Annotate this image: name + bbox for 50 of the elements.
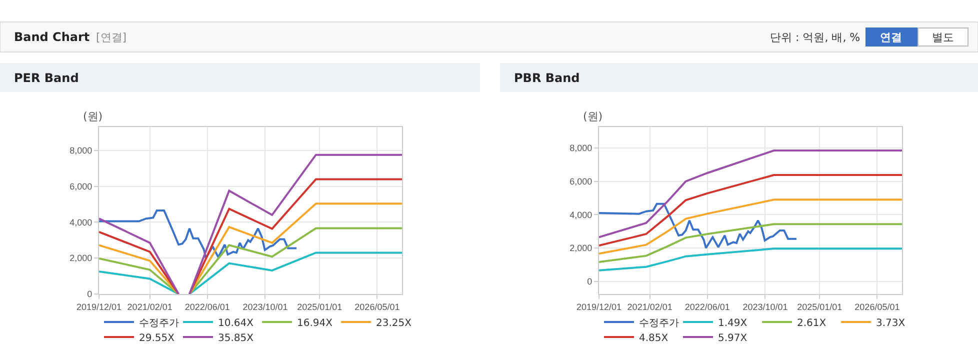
x-tick-label: 2025/01/01 — [297, 302, 342, 312]
legend-label: 수정주가 — [139, 318, 179, 329]
legend-label: 35.85X — [218, 332, 254, 344]
y-tick-label: 6,000 — [70, 181, 92, 192]
y-tick-label: 4,000 — [70, 217, 92, 228]
line-series — [599, 248, 902, 272]
legend-label: 4.85X — [639, 332, 668, 344]
text: 연결 — [880, 31, 902, 44]
y-axis-title: (원) — [583, 110, 603, 123]
text: 별도 — [932, 31, 954, 44]
legend-label: 1.49X — [718, 318, 748, 329]
y-tick-label: 4,000 — [570, 210, 592, 220]
chart-title: PER Band — [14, 71, 79, 85]
x-tick-label: 2023/10/01 — [742, 302, 788, 312]
legend-label: 5.97X — [718, 332, 748, 344]
x-tick-label: 2025/01/01 — [797, 302, 842, 312]
x-tick-label: 2026/05/01 — [854, 302, 900, 312]
x-tick-label: 2023/10/01 — [242, 302, 288, 312]
y-tick-label: 2,000 — [70, 253, 92, 264]
x-tick-label: 2022/06/01 — [684, 302, 730, 312]
text: [연결] — [96, 31, 127, 44]
text: Band Chart — [14, 30, 90, 44]
x-tick-label: 2026/05/01 — [354, 302, 400, 312]
legend-label: 29.55X — [139, 332, 175, 344]
legend-label: 16.94X — [297, 318, 333, 329]
legend-label: 2.61X — [797, 318, 826, 329]
y-tick-label: 0 — [87, 289, 92, 300]
x-tick-label: 2021/02/01 — [627, 302, 672, 312]
y-axis-title: (원) — [83, 110, 103, 123]
y-tick-label: 0 — [587, 276, 592, 286]
y-tick-label: 8,000 — [70, 145, 92, 156]
legend-label: 수정주가 — [639, 318, 679, 329]
x-tick-label: 2019/12/01 — [576, 302, 622, 312]
y-tick-label: 8,000 — [570, 143, 592, 154]
x-tick-label: 2022/06/01 — [184, 302, 230, 312]
line-series — [599, 150, 902, 238]
line-series — [99, 210, 298, 260]
line-series — [599, 202, 798, 249]
legend-label: 10.64X — [218, 318, 254, 329]
legend-label: 3.73X — [876, 318, 906, 329]
line-series — [599, 174, 902, 246]
text: 단위 : 억원, 배, % — [770, 31, 860, 44]
y-tick-label: 2,000 — [570, 243, 592, 254]
line-series — [599, 223, 902, 263]
y-tick-label: 6,000 — [570, 176, 592, 186]
x-tick-label: 2019/12/01 — [76, 302, 122, 312]
chart-title: PBR Band — [514, 71, 580, 85]
line-series — [599, 198, 902, 255]
legend-label: 23.25X — [376, 318, 412, 329]
x-tick-label: 2021/02/01 — [127, 302, 172, 312]
